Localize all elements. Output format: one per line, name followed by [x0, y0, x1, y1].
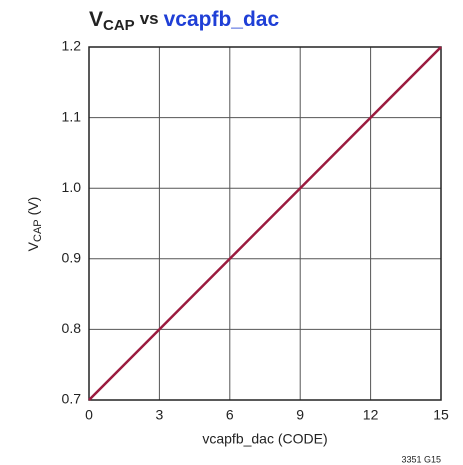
- x-tick-label: 6: [226, 407, 234, 423]
- y-tick-label: 0.8: [62, 320, 82, 336]
- data-line: [88, 46, 442, 401]
- title-highlight: vcapfb_dac: [164, 8, 280, 31]
- footnote: 3351 G15: [401, 454, 441, 464]
- y-tick-label: 1.2: [62, 38, 82, 54]
- x-axis-label: vcapfb_dac (CODE): [202, 431, 327, 447]
- ylabel-main: V: [25, 241, 41, 251]
- y-tick-label: 1.0: [62, 179, 82, 195]
- y-tick-label: 0.9: [62, 250, 82, 266]
- y-axis-label: VCAP (V): [25, 197, 44, 252]
- title-joiner: vs: [140, 9, 159, 28]
- x-tick-label: 9: [296, 407, 304, 423]
- y-tick-label: 0.7: [62, 391, 82, 407]
- x-tick-label: 0: [85, 407, 93, 423]
- x-tick-label: 3: [156, 407, 164, 423]
- plot-frame: [88, 46, 442, 401]
- chart-title: VCAP vs vcapfb_dac: [89, 8, 279, 34]
- ylabel-subscript: CAP: [32, 219, 44, 242]
- y-tick-label: 1.1: [62, 108, 82, 124]
- title-subscript: CAP: [103, 17, 135, 34]
- x-tick-label: 12: [363, 407, 379, 423]
- title-main: V: [89, 8, 103, 31]
- ylabel-unit: (V): [25, 197, 41, 216]
- x-tick-label: 15: [433, 407, 449, 423]
